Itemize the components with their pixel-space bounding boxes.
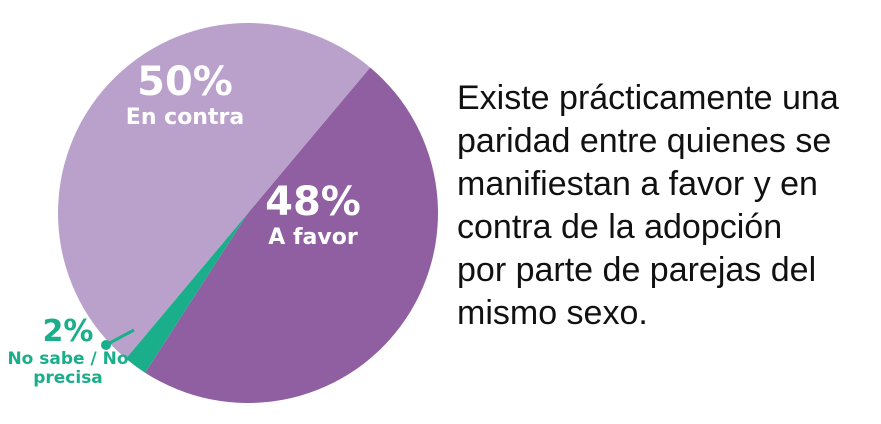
annotation-line: Existe prácticamente una (457, 79, 839, 117)
leader-dot (101, 340, 111, 350)
annotation-line: manifiestan a favor y en (457, 165, 818, 203)
annotation-line: contra de la adopción (457, 208, 782, 246)
category-label: En contra (125, 105, 245, 130)
category-label: A favor (268, 225, 358, 250)
annotation-line: paridad entre quienes se (457, 122, 831, 160)
annotation-line: mismo sexo. (457, 294, 648, 332)
leader-line (105, 328, 135, 347)
pie-slice (145, 67, 439, 404)
pie-slice (58, 22, 371, 359)
category-label: No sabe / No precisa (7, 348, 129, 389)
value-label: 2% (42, 314, 94, 349)
annotation-line: por parte de parejas del (457, 251, 816, 289)
pie-slice (125, 213, 248, 373)
value-label: 48% (265, 179, 361, 225)
value-label: 50% (137, 59, 233, 105)
